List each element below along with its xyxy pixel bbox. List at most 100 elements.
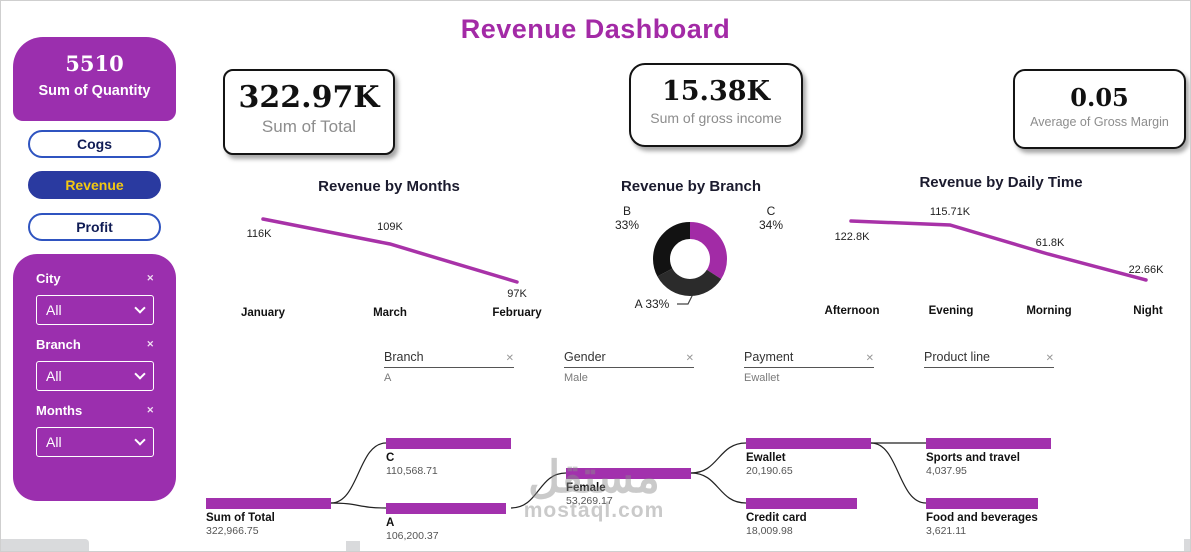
donut-label-c: C 34% — [751, 204, 791, 232]
gross-margin-kpi-card: 0.05 Average of Gross Margin — [1013, 69, 1186, 149]
slicer-panel: City ✕ All Branch ✕ All Months ✕ All — [13, 254, 176, 501]
axis-category-label: March — [373, 307, 407, 319]
branch-slicer-title: Branch — [36, 337, 81, 352]
tree-header-payment-label: Payment — [744, 350, 794, 364]
tree-node-c[interactable]: C 110,568.71 — [386, 438, 511, 477]
close-icon[interactable]: ✕ — [505, 353, 514, 364]
tree-header-payment: Payment ✕ Ewallet — [744, 350, 874, 384]
quantity-kpi-value: 5510 — [65, 51, 124, 76]
chevron-down-icon — [134, 368, 146, 380]
tree-node-label: Sum of Total — [206, 512, 275, 524]
gross-margin-kpi-value: 0.05 — [1070, 83, 1129, 112]
tree-node-label: Credit card — [746, 512, 807, 524]
donut-label-a-name: A — [634, 297, 642, 311]
clear-filter-icon[interactable]: ✕ — [146, 405, 154, 415]
tree-header-product-line-label: Product line — [924, 350, 991, 364]
tree-node-label: Female — [566, 482, 606, 494]
profit-button-label: Profit — [76, 219, 113, 235]
axis-category-label: Morning — [1026, 305, 1072, 317]
cogs-button[interactable]: Cogs — [28, 130, 161, 158]
clear-filter-icon[interactable]: ✕ — [146, 339, 154, 349]
tree-node-credit-card[interactable]: Credit card 18,009.98 — [746, 498, 871, 537]
tree-node-bar — [746, 438, 871, 449]
tree-header-product-line: Product line ✕ — [924, 350, 1054, 372]
tree-node-label: C — [386, 452, 395, 464]
data-label: 61.8K — [1035, 237, 1065, 249]
donut-label-b-pct: 33% — [614, 218, 640, 232]
chevron-down-icon — [134, 302, 146, 314]
tree-node-value: 322,966.75 — [206, 525, 259, 537]
page-title: Revenue Dashboard — [460, 14, 731, 44]
cropped-element — [1, 539, 89, 551]
total-kpi-label: Sum of Total — [261, 117, 357, 136]
gross-income-kpi-card: 15.38K Sum of gross income — [629, 63, 803, 147]
tree-header-branch: Branch ✕ A — [384, 350, 514, 384]
tree-node-value: 4,037.95 — [926, 465, 967, 477]
tree-node-value: 3,621.11 — [926, 525, 967, 537]
donut-label-a: A 33% — [629, 297, 675, 311]
daily-time-line-chart — [849, 219, 1148, 282]
tree-node-value: 20,190.65 — [746, 465, 793, 477]
axis-category-label: Night — [1133, 305, 1163, 317]
tree-node-food-beverages[interactable]: Food and beverages 3,621.11 — [926, 498, 1056, 537]
tree-header-gender: Gender ✕ Male — [564, 350, 694, 384]
tree-header-gender-label: Gender — [564, 350, 606, 364]
gross-income-kpi-value: 15.38K — [661, 76, 770, 107]
donut-slice-b[interactable] — [653, 222, 727, 296]
quantity-kpi-card: 5510 Sum of Quantity — [13, 37, 176, 121]
donut-label-c-pct: 34% — [758, 218, 784, 232]
tree-node-female[interactable]: Female 53,269.17 — [566, 468, 691, 507]
tree-node-root[interactable]: Sum of Total 322,966.75 — [206, 498, 331, 537]
tree-node-bar — [386, 438, 511, 449]
donut-label-b: B 33% — [607, 204, 647, 232]
branch-slicer-label: Branch ✕ — [36, 337, 154, 352]
data-label: 22.66K — [1128, 264, 1164, 276]
tree-node-bar — [566, 468, 691, 479]
tree-node-ewallet[interactable]: Ewallet 20,190.65 — [746, 438, 871, 477]
branch-slicer-dropdown[interactable]: All — [36, 361, 154, 391]
months-slicer-value: All — [46, 434, 62, 450]
axis-category-label: January — [240, 307, 286, 319]
tree-node-bar — [926, 498, 1038, 509]
city-slicer-dropdown[interactable]: All — [36, 295, 154, 325]
total-kpi-value: 322.97K — [238, 80, 380, 115]
clear-filter-icon[interactable]: ✕ — [146, 273, 154, 283]
quantity-kpi-label: Sum of Quantity — [38, 83, 151, 99]
city-slicer-label: City ✕ — [36, 271, 154, 286]
city-slicer-value: All — [46, 302, 62, 318]
profit-button[interactable]: Profit — [28, 213, 161, 241]
months-slicer-label: Months ✕ — [36, 403, 154, 418]
close-icon[interactable]: ✕ — [685, 353, 694, 364]
donut-label-c-name: C — [766, 204, 776, 218]
tree-node-label: Food and beverages — [926, 512, 1038, 524]
tree-node-value: 110,568.71 — [386, 465, 438, 477]
tree-node-bar — [746, 498, 857, 509]
tree-node-sports-travel[interactable]: Sports and travel 4,037.95 — [926, 438, 1056, 477]
months-line-chart — [261, 217, 519, 284]
cropped-element — [346, 541, 360, 551]
close-icon[interactable]: ✕ — [1045, 353, 1054, 364]
cogs-button-label: Cogs — [77, 136, 112, 152]
tree-node-bar — [206, 498, 331, 509]
tree-node-a[interactable]: A 106,200.37 — [386, 503, 511, 542]
donut-label-b-name: B — [622, 204, 631, 218]
close-icon[interactable]: ✕ — [865, 353, 874, 364]
tree-node-label: Sports and travel — [926, 452, 1020, 464]
donut-slice-a[interactable] — [653, 222, 727, 296]
city-slicer-title: City — [36, 271, 61, 286]
tree-node-value: 106,200.37 — [386, 530, 439, 542]
axis-category-label: February — [492, 307, 542, 319]
daily-time-chart-title: Revenue by Daily Time — [919, 174, 1083, 191]
tree-header-branch-value: A — [384, 372, 392, 384]
data-label: 116K — [246, 228, 272, 240]
revenue-button[interactable]: Revenue — [28, 171, 161, 199]
months-slicer-dropdown[interactable]: All — [36, 427, 154, 457]
axis-category-label: Evening — [928, 305, 974, 317]
tree-node-bar — [386, 503, 506, 514]
revenue-button-label: Revenue — [65, 177, 124, 193]
data-label: 122.8K — [834, 231, 870, 243]
gross-income-kpi-label: Sum of gross income — [650, 110, 782, 126]
tree-node-label: Ewallet — [746, 452, 786, 464]
chevron-down-icon — [134, 434, 146, 446]
